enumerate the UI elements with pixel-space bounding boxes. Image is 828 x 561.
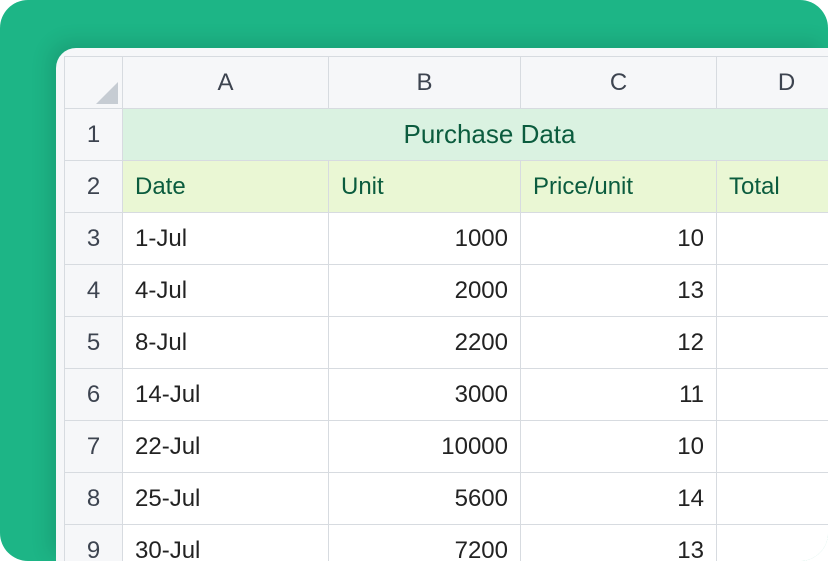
cell-unit[interactable]: 7200 bbox=[329, 525, 521, 561]
row-header-1[interactable]: 1 bbox=[65, 109, 123, 161]
row-header-3[interactable]: 3 bbox=[65, 213, 123, 265]
select-all-corner[interactable] bbox=[65, 57, 123, 109]
row-header-5[interactable]: 5 bbox=[65, 317, 123, 369]
cell-total[interactable] bbox=[717, 473, 828, 525]
cell-total[interactable] bbox=[717, 265, 828, 317]
cell-unit[interactable]: 3000 bbox=[329, 369, 521, 421]
col-header-a[interactable]: A bbox=[123, 57, 329, 109]
row-header-2[interactable]: 2 bbox=[65, 161, 123, 213]
outer-frame: A B C D 1 Purchase Data 2 Date Unit Pric… bbox=[0, 0, 828, 561]
row-header-6[interactable]: 6 bbox=[65, 369, 123, 421]
cell-unit[interactable]: 2000 bbox=[329, 265, 521, 317]
table-row: 4 4-Jul 2000 13 bbox=[65, 265, 828, 317]
spreadsheet-window: A B C D 1 Purchase Data 2 Date Unit Pric… bbox=[56, 48, 828, 561]
cell-total[interactable] bbox=[717, 213, 828, 265]
column-header-row: A B C D bbox=[65, 57, 828, 109]
row-2: 2 Date Unit Price/unit Total bbox=[65, 161, 828, 213]
table-row: 5 8-Jul 2200 12 2 bbox=[65, 317, 828, 369]
cell-total[interactable] bbox=[717, 525, 828, 561]
grid-table: A B C D 1 Purchase Data 2 Date Unit Pric… bbox=[64, 56, 828, 561]
cell-price[interactable]: 14 bbox=[521, 473, 717, 525]
col-header-c[interactable]: C bbox=[521, 57, 717, 109]
cell-total[interactable] bbox=[717, 369, 828, 421]
cell-price[interactable]: 13 bbox=[521, 265, 717, 317]
header-price[interactable]: Price/unit bbox=[521, 161, 717, 213]
cell-unit[interactable]: 1000 bbox=[329, 213, 521, 265]
cell-total[interactable]: 2 bbox=[717, 317, 828, 369]
row-header-4[interactable]: 4 bbox=[65, 265, 123, 317]
cell-date[interactable]: 8-Jul bbox=[123, 317, 329, 369]
row-header-7[interactable]: 7 bbox=[65, 421, 123, 473]
cell-price[interactable]: 10 bbox=[521, 213, 717, 265]
cell-price[interactable]: 13 bbox=[521, 525, 717, 561]
cell-unit[interactable]: 5600 bbox=[329, 473, 521, 525]
cell-date[interactable]: 30-Jul bbox=[123, 525, 329, 561]
cell-date[interactable]: 14-Jul bbox=[123, 369, 329, 421]
table-row: 6 14-Jul 3000 11 bbox=[65, 369, 828, 421]
table-row: 8 25-Jul 5600 14 bbox=[65, 473, 828, 525]
cell-unit[interactable]: 10000 bbox=[329, 421, 521, 473]
row-header-8[interactable]: 8 bbox=[65, 473, 123, 525]
header-date[interactable]: Date bbox=[123, 161, 329, 213]
table-row: 7 22-Jul 10000 10 1 bbox=[65, 421, 828, 473]
table-row: 9 30-Jul 7200 13 bbox=[65, 525, 828, 561]
cell-total[interactable]: 1 bbox=[717, 421, 828, 473]
cell-date[interactable]: 22-Jul bbox=[123, 421, 329, 473]
cell-price[interactable]: 12 bbox=[521, 317, 717, 369]
cell-date[interactable]: 4-Jul bbox=[123, 265, 329, 317]
row-1: 1 Purchase Data bbox=[65, 109, 828, 161]
cell-date[interactable]: 1-Jul bbox=[123, 213, 329, 265]
row-header-9[interactable]: 9 bbox=[65, 525, 123, 561]
cell-unit[interactable]: 2200 bbox=[329, 317, 521, 369]
cell-date[interactable]: 25-Jul bbox=[123, 473, 329, 525]
col-header-b[interactable]: B bbox=[329, 57, 521, 109]
header-total[interactable]: Total bbox=[717, 161, 828, 213]
select-all-triangle-icon bbox=[96, 82, 118, 104]
cell-price[interactable]: 10 bbox=[521, 421, 717, 473]
table-row: 3 1-Jul 1000 10 bbox=[65, 213, 828, 265]
cell-price[interactable]: 11 bbox=[521, 369, 717, 421]
title-cell[interactable]: Purchase Data bbox=[123, 109, 828, 161]
spreadsheet-grid[interactable]: A B C D 1 Purchase Data 2 Date Unit Pric… bbox=[64, 56, 828, 561]
col-header-d[interactable]: D bbox=[717, 57, 828, 109]
header-unit[interactable]: Unit bbox=[329, 161, 521, 213]
